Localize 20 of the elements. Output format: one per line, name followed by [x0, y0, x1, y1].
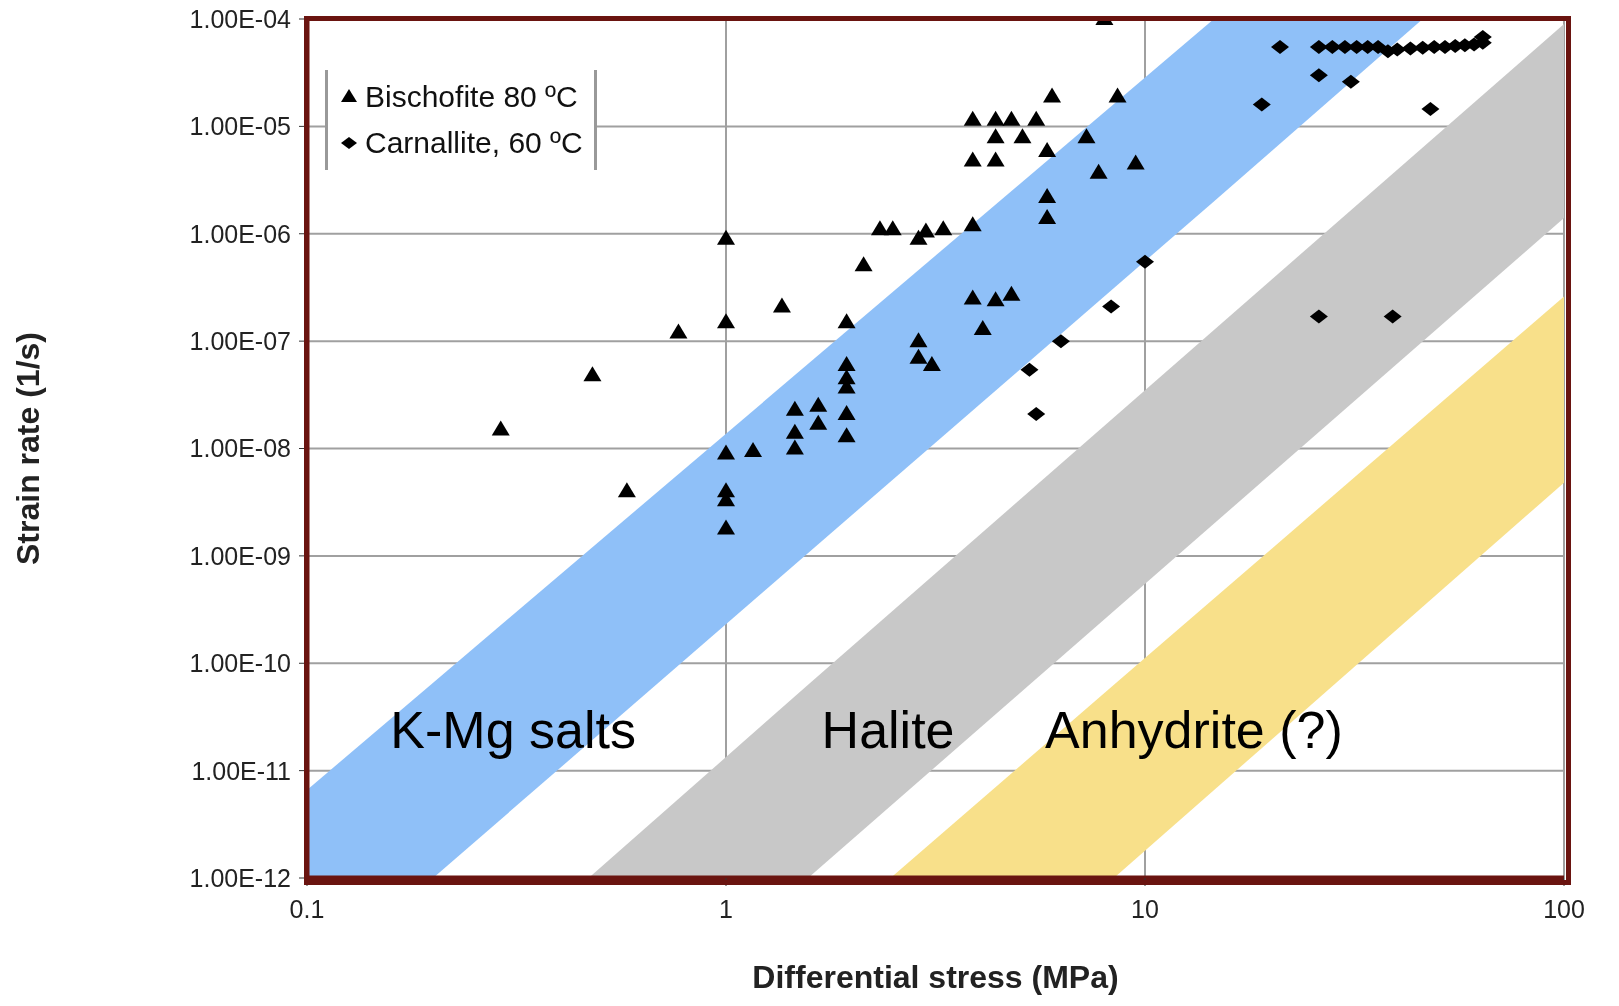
y-tick-label: 1.00E-06: [189, 219, 291, 248]
x-tick-label: 10: [1131, 894, 1159, 923]
y-tick-label: 1.00E-07: [189, 327, 291, 355]
y-tick-label: 1.00E-09: [189, 541, 291, 570]
y-tick-label: 1.00E-05: [189, 112, 291, 141]
annotation: K-Mg salts: [390, 701, 636, 759]
legend-label: Carnallite, 60 ºC: [365, 125, 583, 161]
y-tick-label: 1.00E-12: [189, 863, 291, 892]
y-tick-label: 1.00E-08: [189, 434, 291, 463]
legend-label: Bischofite 80 ºC: [365, 79, 578, 115]
annotation: Halite: [821, 701, 955, 759]
x-tick-label: 1: [719, 894, 733, 923]
x-tick-label: 100: [1543, 894, 1585, 923]
annotation: Anhydrite (?): [1045, 701, 1343, 759]
y-tick-label: 1.00E-11: [191, 756, 291, 785]
x-axis-title: Differential stress (MPa): [752, 959, 1119, 995]
y-axis-title: Strain rate (1/s): [10, 332, 47, 565]
y-tick-label: 1.00E-04: [189, 4, 292, 33]
y-tick-label: 1.00E-10: [189, 649, 291, 678]
x-tick-label: 0.1: [289, 894, 325, 923]
